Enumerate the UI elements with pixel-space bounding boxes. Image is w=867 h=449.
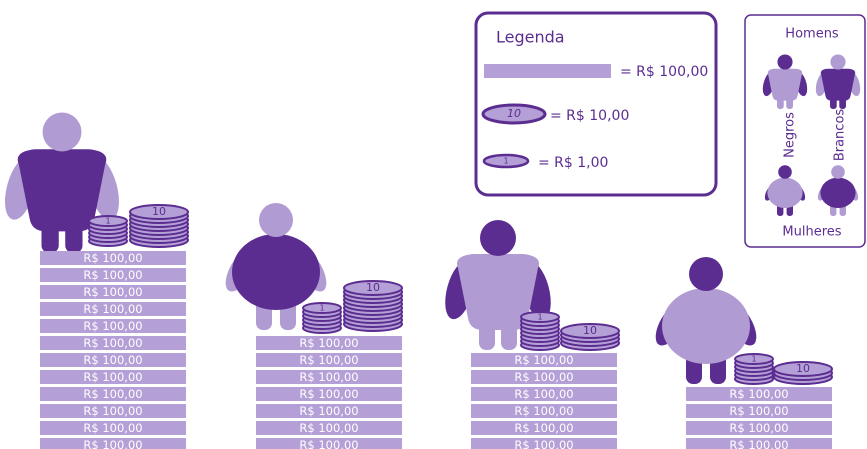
bill-label: R$ 100,00 (514, 353, 573, 367)
coin-label: 1 (751, 355, 756, 364)
bill-label: R$ 100,00 (83, 438, 142, 449)
body (820, 178, 855, 208)
torso (768, 69, 802, 101)
bill-label: R$ 100,00 (729, 387, 788, 401)
bill-label: R$ 100,00 (514, 421, 573, 435)
legend-coin-10-label: 10 (507, 107, 521, 120)
legend-coin-1-label: 1 (503, 157, 508, 166)
bill-label: R$ 100,00 (514, 404, 573, 418)
head (689, 257, 723, 291)
bill-label: R$ 100,00 (83, 336, 142, 350)
coin-stack: 10 (130, 205, 188, 247)
coin-label: 10 (366, 281, 380, 294)
key-white: Brancos (833, 109, 848, 162)
coin-stack: 10 (561, 324, 619, 350)
bill-label: R$ 100,00 (83, 268, 142, 282)
coin-stack: 1 (735, 354, 773, 384)
legend-bill-text: = R$ 100,00 (620, 64, 708, 80)
legend-coin-1-text: = R$ 1,00 (538, 155, 608, 171)
leg (65, 218, 82, 253)
bill-label: R$ 100,00 (299, 353, 358, 367)
head (480, 220, 516, 256)
body (662, 288, 750, 364)
leg (501, 318, 517, 350)
body (232, 234, 320, 310)
legend-coin-10-text: = R$ 10,00 (550, 108, 629, 124)
bill-label: R$ 100,00 (299, 336, 358, 350)
coin-label: 1 (105, 217, 110, 226)
bill-label: R$ 100,00 (514, 387, 573, 401)
bill-label: R$ 100,00 (299, 387, 358, 401)
leg (839, 96, 846, 109)
bill-label: R$ 100,00 (83, 404, 142, 418)
leg (786, 96, 793, 109)
bill-label: R$ 100,00 (299, 421, 358, 435)
bill-label: R$ 100,00 (729, 421, 788, 435)
leg (41, 218, 58, 253)
legend-bill (484, 64, 611, 78)
leg (479, 318, 495, 350)
bill-label: R$ 100,00 (83, 387, 142, 401)
coin-stack: 1 (89, 216, 127, 246)
coin-label: 10 (583, 324, 597, 337)
coin-stack: 1 (521, 312, 559, 350)
bill-label: R$ 100,00 (299, 370, 358, 384)
bill-label: R$ 100,00 (729, 404, 788, 418)
head (43, 113, 82, 152)
bill-label: R$ 100,00 (83, 421, 142, 435)
head (830, 54, 845, 69)
bill-label: R$ 100,00 (299, 404, 358, 418)
bill-label: R$ 100,00 (514, 438, 573, 449)
bill-label: R$ 100,00 (83, 370, 142, 384)
key-men: Homens (785, 27, 839, 42)
bill-label: R$ 100,00 (83, 319, 142, 333)
bill-label: R$ 100,00 (83, 251, 142, 265)
leg (777, 96, 784, 109)
head (777, 54, 792, 69)
bill-label: R$ 100,00 (83, 285, 142, 299)
coin-stack: 10 (774, 362, 832, 384)
legend-title: Legenda (496, 28, 565, 47)
bill-label: R$ 100,00 (299, 438, 358, 449)
torso (821, 69, 855, 101)
key-women: Mulheres (782, 225, 841, 240)
key-black: Negros (783, 112, 798, 158)
coin-stack: 10 (344, 281, 402, 331)
head (778, 165, 792, 179)
head (831, 165, 845, 179)
body (767, 178, 802, 208)
page: { "legend": { "title": "Legenda", "bill"… (0, 0, 867, 449)
infographic: Legenda = R$ 100,00 10 = R$ 10,00 1 = R$… (0, 0, 867, 449)
leg (830, 96, 837, 109)
bill-label: R$ 100,00 (83, 353, 142, 367)
coin-stack: 1 (303, 303, 341, 333)
coin-label: 1 (537, 313, 542, 322)
coin-label: 1 (319, 304, 324, 313)
bill-label: R$ 100,00 (83, 302, 142, 316)
bill-label: R$ 100,00 (729, 438, 788, 449)
head (259, 203, 293, 237)
coin-label: 10 (152, 205, 166, 218)
coin-label: 10 (796, 362, 810, 375)
bill-label: R$ 100,00 (514, 370, 573, 384)
